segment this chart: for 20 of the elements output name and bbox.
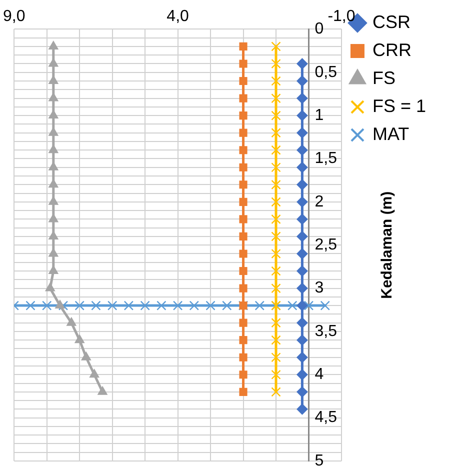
- y-axis-title: Kedalaman (m): [378, 191, 396, 299]
- y-tick-label: 2: [314, 193, 324, 210]
- legend-label: CRR: [372, 40, 412, 60]
- y-tick-label: 2,5: [314, 236, 338, 254]
- y-tick-label: 0: [314, 20, 324, 38]
- y-tick-label: 0,5: [314, 64, 338, 81]
- y-tick-label: 4,5: [314, 409, 338, 426]
- legend-label: CSR: [372, 12, 410, 32]
- y-tick-label: 3,5: [314, 322, 338, 340]
- y-tick-label: 1,5: [314, 150, 338, 168]
- y-tick-label: 3: [314, 280, 324, 297]
- y-tick-label: 4: [314, 366, 324, 384]
- x-tick-label: -1,0: [328, 8, 356, 26]
- x-tick-label: 4,0: [166, 8, 190, 26]
- y-tick-label: 1: [314, 106, 324, 124]
- y-tick-label: 5: [314, 452, 324, 469]
- legend-label: FS: [372, 68, 396, 88]
- legend-label: MAT: [372, 124, 410, 144]
- x-tick-label: 9,0: [2, 8, 26, 26]
- legend-label: FS = 1: [372, 96, 426, 116]
